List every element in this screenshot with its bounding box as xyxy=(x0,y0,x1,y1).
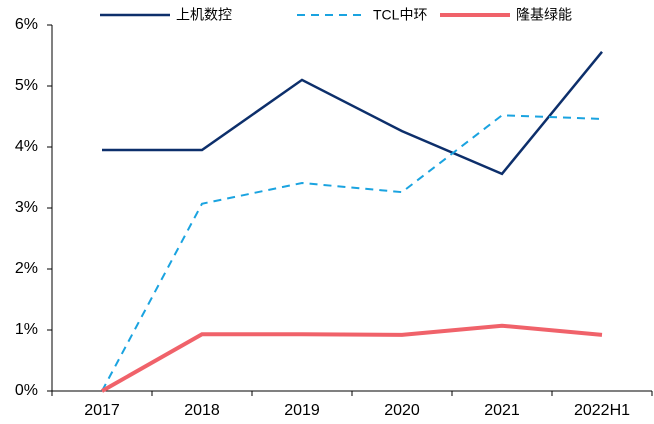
x-tick-label: 2019 xyxy=(284,402,320,419)
y-tick-label: 4% xyxy=(15,138,38,155)
y-tick-label: 5% xyxy=(15,77,38,94)
legend-label: 隆基绿能 xyxy=(516,7,572,23)
y-tick-label: 0% xyxy=(15,382,38,399)
y-tick-label: 6% xyxy=(15,16,38,33)
x-tick-label: 2017 xyxy=(84,402,120,419)
x-tick-label: 2022H1 xyxy=(574,402,630,419)
x-tick-label: 2021 xyxy=(484,402,520,419)
legend-label: 上机数控 xyxy=(176,7,232,23)
x-tick-label: 2018 xyxy=(184,402,220,419)
x-tick-label: 2020 xyxy=(384,402,420,419)
y-tick-label: 3% xyxy=(15,199,38,216)
series-line xyxy=(101,323,603,393)
legend-label: TCL中环 xyxy=(373,7,427,23)
y-tick-label: 1% xyxy=(15,321,38,338)
y-tick-label: 2% xyxy=(15,260,38,277)
series-line xyxy=(102,51,603,176)
series-line xyxy=(101,114,603,392)
